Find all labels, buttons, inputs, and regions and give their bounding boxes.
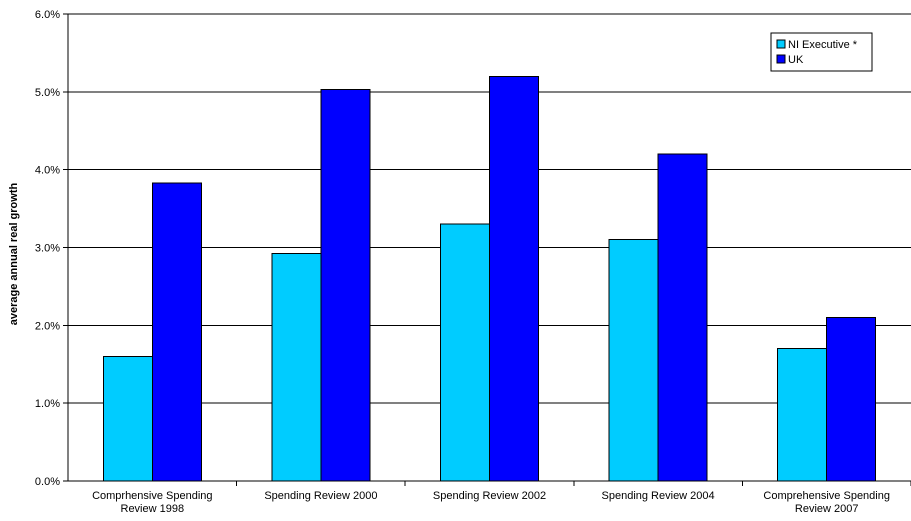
x-category-label: Spending Review 2000 — [264, 490, 377, 502]
legend: NI Executive * UK — [770, 32, 873, 72]
y-tick-label: 3.0% — [35, 243, 60, 255]
bar — [102, 355, 153, 482]
legend-label: UK — [788, 54, 804, 66]
legend-swatch — [776, 54, 786, 64]
legend-swatch — [776, 39, 786, 49]
bar — [440, 223, 490, 482]
bar — [320, 88, 371, 482]
y-tick-labels: 0.0% 1.0% 2.0% 3.0% 4.0% 5.0% 6.0% — [35, 9, 60, 488]
y-tick-label: 4.0% — [35, 165, 60, 177]
bar — [151, 182, 202, 482]
x-category-label: Spending Review 2004 — [602, 490, 715, 502]
x-category-label: Spending Review 2002 — [433, 490, 546, 502]
x-category-label: Comprehensive Spending Review 2007 — [763, 490, 890, 515]
y-tick-label: 5.0% — [35, 87, 60, 99]
legend-box — [770, 32, 873, 72]
x-category-label: Comprhensive Spending Review 1998 — [92, 490, 212, 515]
y-tick-label: 0.0% — [35, 476, 60, 488]
bars — [102, 75, 877, 482]
y-tick-label: 2.0% — [35, 320, 60, 332]
bar — [271, 253, 322, 482]
bar — [608, 239, 659, 482]
y-tick-label: 1.0% — [35, 398, 60, 410]
bar — [826, 317, 877, 482]
axes — [67, 14, 911, 486]
x-category-labels: Comprhensive Spending Review 1998 Spending… — [92, 490, 890, 515]
bar — [489, 75, 539, 482]
bar — [657, 153, 708, 482]
y-axis-title: average annual real growth — [8, 183, 20, 326]
legend-label: NI Executive * — [788, 39, 858, 51]
y-tick-label: 6.0% — [35, 9, 60, 21]
bar — [777, 348, 828, 482]
